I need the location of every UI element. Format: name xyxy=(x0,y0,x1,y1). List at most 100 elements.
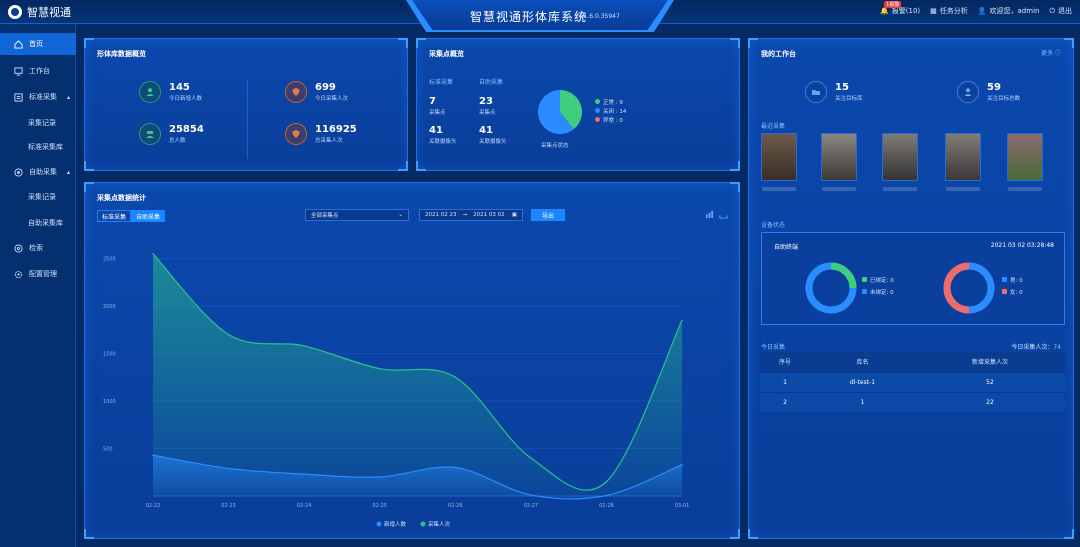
stat-value: 116925 xyxy=(315,124,357,135)
tab-standard[interactable]: 标准采集 xyxy=(97,210,131,222)
overview-divider xyxy=(247,79,248,159)
x-tick-label: 02-23 xyxy=(221,503,236,509)
sidebar-item-home[interactable]: 首页 xyxy=(0,33,76,55)
point-select[interactable]: 全部采集点 ⌄ xyxy=(305,209,409,221)
data-point[interactable] xyxy=(378,476,381,478)
self-cams: 41 关联摄像头 xyxy=(479,125,507,145)
data-point[interactable] xyxy=(227,333,230,336)
date-sep: → xyxy=(462,212,468,218)
brand[interactable]: 智慧视通 xyxy=(8,4,71,20)
legend-item-bound: 已绑定: 0 xyxy=(862,275,894,287)
folder-icon xyxy=(805,81,827,103)
sidebar-item-standard-library[interactable]: 标准采集库 xyxy=(0,136,76,158)
download-icon[interactable] xyxy=(719,210,728,219)
data-point[interactable] xyxy=(227,467,230,470)
recent-label: 最近采集 xyxy=(761,123,786,130)
recent-photo[interactable] xyxy=(1007,133,1043,181)
sidebar-item-label: 自助采集库 xyxy=(28,219,63,227)
sidebar-item-label: 首页 xyxy=(29,40,43,48)
stat-total-collect: 116925 总采集人次 xyxy=(285,123,357,145)
y-tick-label: 2000 xyxy=(103,304,116,310)
logout-label: 退出 xyxy=(1058,7,1072,15)
sidebar-item-label: 采集记录 xyxy=(28,193,56,201)
standard-cams-label: 关联摄像头 xyxy=(429,139,457,145)
data-point[interactable] xyxy=(530,494,532,496)
photo-caption xyxy=(883,187,917,191)
col-header: 新增采集人次 xyxy=(914,352,1065,372)
today-table: 序号 库名 新增采集人次 1 dl-test-1 52 2 1 22 xyxy=(760,352,1065,412)
bell-icon: 🔔 xyxy=(880,7,889,15)
user-menu[interactable]: 👤 欢迎您，admin xyxy=(978,6,1040,16)
x-tick-label: 02-25 xyxy=(372,503,387,509)
task-label: 任务分析 xyxy=(939,7,968,15)
date-from: 2021 02 23 xyxy=(425,212,457,218)
search-icon xyxy=(14,243,23,253)
standard-points-label: 采集点 xyxy=(429,110,446,116)
recent-photo[interactable] xyxy=(945,133,981,181)
table-row[interactable]: 2 1 22 xyxy=(760,391,1065,412)
date-range-picker[interactable]: 2021 02 23 → 2021 03 02 ▣ xyxy=(419,209,523,221)
sidebar-item-self-library[interactable]: 自助采集库 xyxy=(0,212,76,234)
task-analysis-button[interactable]: ▦ 任务分析 xyxy=(930,6,968,16)
y-tick-label: 500 xyxy=(103,447,113,453)
tab-self[interactable]: 自助采集 xyxy=(131,210,165,222)
legend-item-male: 男: 0 xyxy=(1002,275,1023,287)
data-point[interactable] xyxy=(378,367,381,370)
alarm-button[interactable]: 1报警 🔔 报警(10) xyxy=(880,1,921,16)
pie-slice-closed xyxy=(538,90,574,134)
sidebar-item-config[interactable]: 配置管理 xyxy=(0,263,76,285)
brand-name: 智慧视通 xyxy=(27,6,71,19)
x-tick-label: 02-27 xyxy=(524,503,539,509)
recent-photo[interactable] xyxy=(821,133,857,181)
data-point[interactable] xyxy=(152,252,154,255)
data-point[interactable] xyxy=(681,463,683,466)
stat-label: 总人数 xyxy=(169,138,186,144)
top-actions: 1报警 🔔 报警(10) ▦ 任务分析 👤 欢迎您，admin ⏻ 退出 xyxy=(880,1,1072,16)
alarm-label: 报警(10) xyxy=(891,7,921,15)
stats-title: 采集点数据统计 xyxy=(97,194,146,202)
sidebar-item-label: 自助采集 xyxy=(29,168,57,176)
data-point[interactable] xyxy=(303,345,305,347)
col-header: 序号 xyxy=(760,352,811,372)
sidebar-item-standard-records[interactable]: 采集记录 xyxy=(0,112,76,134)
bar-chart-icon[interactable] xyxy=(705,210,714,219)
data-point[interactable] xyxy=(530,457,532,459)
logout-button[interactable]: ⏻ 退出 xyxy=(1049,6,1072,16)
legend-item-error: 异常 : 0 xyxy=(595,117,626,126)
data-point[interactable] xyxy=(605,494,608,497)
data-point[interactable] xyxy=(605,480,608,483)
photo-caption xyxy=(946,187,980,191)
sidebar-item-search[interactable]: 检索 xyxy=(0,237,76,259)
legend-item-unbound: 未绑定: 0 xyxy=(862,287,894,299)
sidebar-item-self-records[interactable]: 采集记录 xyxy=(0,186,76,208)
workbench-panel: 我的工作台 更多 ⓘ 15 关注目标库 59 关注目标总数 最近采集 设备状态 自助… xyxy=(748,38,1074,539)
stat-value: 25854 xyxy=(169,124,204,135)
recent-photo[interactable] xyxy=(882,133,918,181)
legend-marker[interactable] xyxy=(420,521,426,527)
data-point[interactable] xyxy=(454,376,457,379)
device-title: 设备状态 xyxy=(761,222,786,229)
data-point[interactable] xyxy=(454,466,457,469)
home-icon xyxy=(14,39,23,49)
data-point[interactable] xyxy=(681,319,683,322)
device-subtitle: 自助终端 xyxy=(774,244,799,251)
legend-item-female: 女: 0 xyxy=(1002,287,1023,299)
points-title: 采集点概览 xyxy=(429,50,464,58)
export-button[interactable]: 导出 xyxy=(531,209,565,221)
data-point[interactable] xyxy=(303,473,305,475)
data-point[interactable] xyxy=(152,454,154,456)
sidebar-item-standard-collect[interactable]: 标准采集 ▴ xyxy=(0,86,76,108)
more-link[interactable]: 更多 ⓘ xyxy=(1041,50,1061,57)
legend-marker[interactable] xyxy=(376,521,382,527)
standard-points-value: 7 xyxy=(429,96,436,107)
collect-icon xyxy=(14,92,23,102)
title-plate xyxy=(412,0,668,30)
binding-ring-chart xyxy=(805,262,857,314)
sidebar-item-self-collect[interactable]: 自助采集 ▴ xyxy=(0,161,76,183)
recent-photo[interactable] xyxy=(761,133,797,181)
x-tick-label: 03-01 xyxy=(675,503,690,509)
sidebar-item-workbench[interactable]: 工作台 xyxy=(0,60,76,82)
stat-total-people: 25854 总人数 xyxy=(139,123,204,145)
table-row[interactable]: 1 dl-test-1 52 xyxy=(760,371,1065,392)
today-count: 今日采集人次：74 xyxy=(1011,344,1061,351)
